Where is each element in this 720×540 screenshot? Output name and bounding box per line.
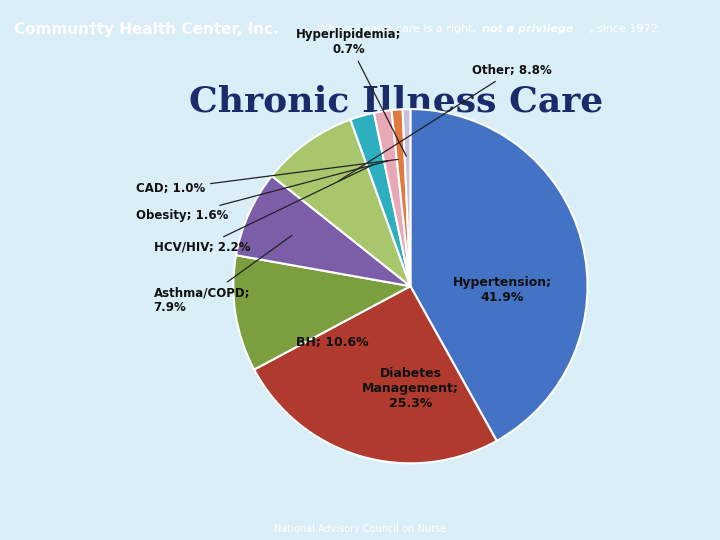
Wedge shape <box>233 255 410 369</box>
Text: not a privilege: not a privilege <box>482 24 574 35</box>
Wedge shape <box>402 109 410 286</box>
Wedge shape <box>374 110 410 286</box>
Text: Hyperlipidemia;
0.7%: Hyperlipidemia; 0.7% <box>296 28 406 156</box>
Text: Obesity; 1.6%: Obesity; 1.6% <box>136 161 388 222</box>
Text: HCV/HIV; 2.2%: HCV/HIV; 2.2% <box>153 165 373 254</box>
Wedge shape <box>236 176 410 286</box>
Text: Commun†ty Health Center, Inc.: Commun†ty Health Center, Inc. <box>14 22 279 37</box>
Wedge shape <box>351 113 410 286</box>
Text: Asthma/COPD;
7.9%: Asthma/COPD; 7.9% <box>153 235 292 314</box>
Text: BH; 10.6%: BH; 10.6% <box>296 336 369 349</box>
Wedge shape <box>254 286 497 463</box>
Text: Hypertension;
41.9%: Hypertension; 41.9% <box>453 276 552 303</box>
Wedge shape <box>410 109 588 441</box>
Text: , since 1972.: , since 1972. <box>590 24 662 35</box>
Text: Chronic Illness Care: Chronic Illness Care <box>189 84 603 118</box>
Wedge shape <box>272 119 410 286</box>
Text: Diabetes
Management;
25.3%: Diabetes Management; 25.3% <box>362 367 459 410</box>
Text: CAD; 1.0%: CAD; 1.0% <box>136 159 398 195</box>
Text: Other; 8.8%: Other; 8.8% <box>338 64 552 181</box>
Text: National Advisory Council on Nurse: National Advisory Council on Nurse <box>274 524 446 534</box>
Text: Where health care is a right,: Where health care is a right, <box>317 24 480 35</box>
Wedge shape <box>392 109 410 286</box>
